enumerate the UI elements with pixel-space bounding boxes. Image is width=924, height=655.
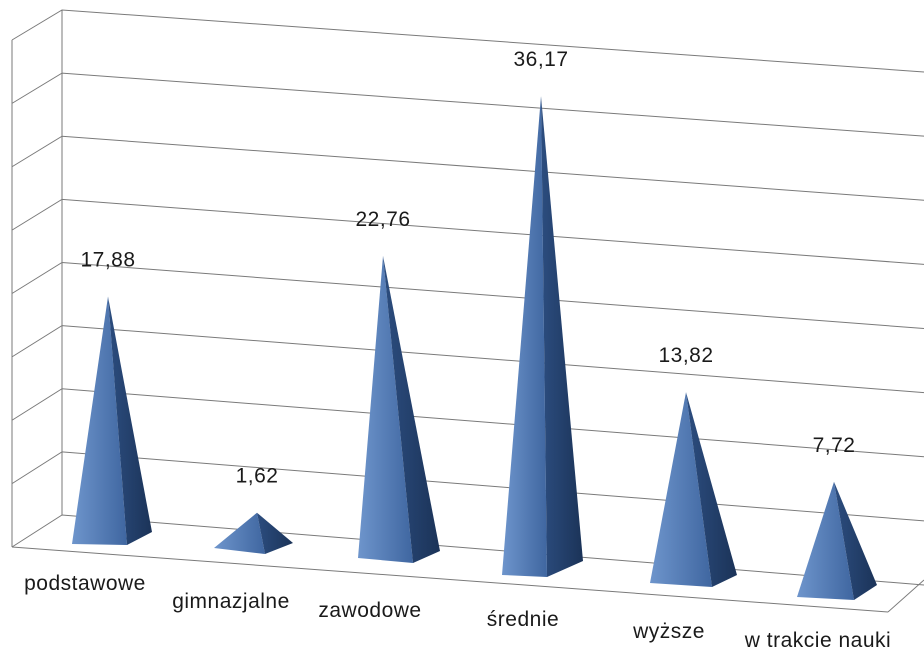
pyramid-front-face bbox=[797, 481, 854, 600]
value-label: 22,76 bbox=[355, 208, 410, 231]
category-label: wyższe bbox=[632, 620, 705, 643]
category-label: podstawowe bbox=[24, 572, 146, 595]
value-label: 13,82 bbox=[658, 344, 713, 367]
pyramid-front-face bbox=[358, 255, 413, 564]
category-labels: podstawowe gimnazjalne zawodowe średnie wyżs… bbox=[24, 572, 891, 652]
value-label: 36,17 bbox=[513, 48, 568, 71]
pyramid-podstawowe bbox=[72, 296, 152, 545]
gridline-25 bbox=[11, 198, 924, 265]
value-labels: 17,88 1,62 22,76 36,17 13,82 7,72 bbox=[80, 48, 856, 488]
gridline-10 bbox=[11, 388, 924, 458]
value-label: 7,72 bbox=[813, 434, 856, 457]
category-label: w trakcie nauki bbox=[744, 629, 891, 652]
floor-front-edge bbox=[11, 546, 889, 613]
gridline-15 bbox=[11, 325, 924, 394]
pyramid-side-face bbox=[686, 392, 737, 587]
category-label: średnie bbox=[487, 608, 559, 631]
pyramid-side-face bbox=[108, 296, 152, 545]
pyramid-gimnazjalne bbox=[214, 512, 293, 554]
value-label: 17,88 bbox=[80, 249, 135, 272]
gridline-35 bbox=[11, 72, 924, 137]
pyramid-front-face bbox=[214, 512, 265, 554]
category-label: zawodowe bbox=[318, 599, 421, 622]
gridline-30 bbox=[11, 135, 924, 201]
floor-right-edge bbox=[887, 579, 924, 613]
pyramid-wyższe bbox=[650, 392, 737, 587]
gridline-0 bbox=[11, 514, 924, 586]
pyramid-side-face bbox=[257, 512, 293, 554]
pyramids bbox=[72, 96, 877, 600]
gridline-5 bbox=[11, 451, 924, 522]
category-label: gimnazjalne bbox=[172, 590, 290, 613]
pyramid-w trakcie nauki bbox=[797, 481, 877, 600]
pyramid-zawodowe bbox=[358, 255, 440, 564]
pyramid-side-face bbox=[541, 96, 583, 577]
gridline-20 bbox=[11, 261, 924, 329]
pyramid-front-face bbox=[72, 296, 127, 545]
pyramid-side-face bbox=[834, 481, 877, 600]
gridline-40 bbox=[11, 9, 924, 73]
pyramid-front-face bbox=[502, 96, 547, 577]
pyramid-średnie bbox=[502, 96, 583, 577]
value-label: 1,62 bbox=[236, 465, 279, 488]
pyramid-front-face bbox=[650, 392, 712, 587]
pyramid-side-face bbox=[383, 255, 440, 564]
gridlines bbox=[11, 9, 924, 586]
